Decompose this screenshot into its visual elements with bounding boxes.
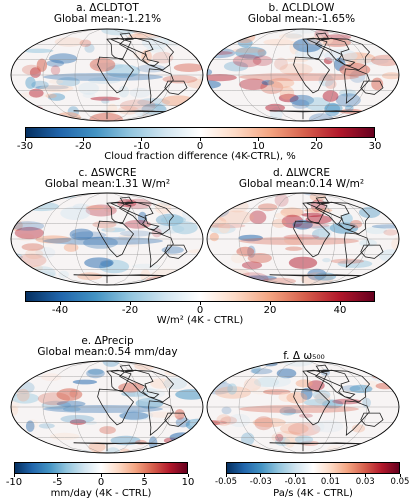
- colorbar-cre-tick: 20: [263, 305, 277, 316]
- map-panel-d: [206, 192, 400, 286]
- panel-b-mean: Global mean:-1.65%: [247, 13, 356, 25]
- panel-e-name: e. ΔPrecip: [81, 335, 134, 347]
- colorbar-precip-tick: 0: [97, 477, 105, 488]
- colorbar-omega: [226, 462, 400, 474]
- panel-c-title: c. ΔSWCRE Global mean:1.31 W/m²: [20, 168, 195, 190]
- colorbar-omega-tickmark: [364, 474, 366, 477]
- colorbar-cloud-tick: -10: [133, 141, 150, 152]
- panel-e-mean: Global mean:0.54 mm/day: [37, 346, 178, 358]
- colorbar-precip-tickmark: [13, 474, 15, 477]
- map-panel-b: [206, 28, 400, 122]
- panel-b-name: b. ΔCLDLOW: [268, 2, 335, 14]
- colorbar-cloud-tickmark: [257, 138, 259, 141]
- colorbar-precip-tick: -10: [5, 477, 23, 488]
- colorbar-omega-tickmark: [225, 474, 227, 477]
- colorbar-cloud-tick: 20: [310, 141, 324, 152]
- colorbar-cloud-tick: 0: [196, 141, 204, 152]
- colorbar-precip: [14, 462, 188, 474]
- panel-b-title: b. ΔCLDLOW Global mean:-1.65%: [214, 3, 389, 25]
- colorbar-cloud: [25, 127, 375, 138]
- colorbar-omega-tick: 0.01: [320, 477, 340, 487]
- colorbar-omega-tick: 0.05: [390, 477, 410, 487]
- colorbar-cre-tickmark: [269, 302, 271, 305]
- panel-c-name: c. ΔSWCRE: [78, 167, 137, 179]
- colorbar-omega-tick: -0.01: [284, 477, 307, 487]
- panel-a-name: a. ΔCLDTOT: [76, 2, 139, 14]
- colorbar-cre-label: W/m² (4K - CTRL): [156, 315, 244, 326]
- colorbar-cre-tick: -40: [51, 305, 69, 316]
- colorbar-precip-tick: 10: [181, 477, 195, 488]
- colorbar-cloud-tick: -30: [16, 141, 34, 152]
- colorbar-cre-tickmark: [339, 302, 341, 305]
- colorbar-cloud-tick: 10: [251, 141, 265, 152]
- colorbar-omega-tickmark: [260, 474, 262, 477]
- colorbar-cloud-tickmark: [374, 138, 376, 141]
- colorbar-omega-tick: 0.03: [355, 477, 375, 487]
- colorbar-precip-tick: 5: [141, 477, 148, 488]
- colorbar-cloud-tickmark: [82, 138, 84, 141]
- colorbar-precip-tickmark: [187, 474, 189, 477]
- panel-d-name: d. ΔLWCRE: [272, 167, 331, 179]
- panel-f-title: f. Δ ω₅₀₀: [214, 351, 394, 362]
- colorbar-omega-tickmark: [329, 474, 331, 477]
- colorbar-precip-tickmark: [144, 474, 145, 477]
- colorbar-cloud-tick: -20: [75, 141, 92, 152]
- map-panel-e: [10, 360, 204, 454]
- map-panel-f: [206, 360, 400, 454]
- panel-a-title: a. ΔCLDTOT Global mean:-1.21%: [20, 3, 195, 25]
- colorbar-cloud-tickmark: [24, 138, 26, 141]
- panel-c-mean: Global mean:1.31 W/m²: [44, 178, 171, 190]
- panel-d-mean: Global mean:0.14 W/m²: [238, 178, 365, 190]
- panel-f-name: f. Δ ω₅₀₀: [283, 350, 325, 362]
- panel-d-title: d. ΔLWCRE Global mean:0.14 W/m²: [214, 168, 389, 190]
- colorbar-cre-tickmark: [59, 302, 61, 305]
- colorbar-cloud-tickmark: [141, 138, 143, 141]
- colorbar-omega-tickmark: [295, 474, 297, 477]
- colorbar-cloud-tick: 30: [368, 141, 382, 152]
- colorbar-omega-tick: -0.05: [215, 477, 237, 487]
- colorbar-precip-tick: -5: [52, 477, 63, 488]
- colorbar-cre-tick: -20: [121, 305, 139, 316]
- map-panel-c: [10, 192, 204, 286]
- panel-a-mean: Global mean:-1.21%: [53, 13, 162, 25]
- colorbar-omega-tickmark: [399, 474, 401, 477]
- panel-e-title: e. ΔPrecip Global mean:0.54 mm/day: [20, 336, 195, 358]
- colorbar-cre: [25, 291, 375, 302]
- colorbar-cre-tick: 40: [333, 305, 347, 316]
- colorbar-precip-label: mm/day (4K - CTRL): [50, 488, 152, 499]
- colorbar-cre-tick: 0: [196, 305, 204, 316]
- colorbar-cloud-tickmark: [316, 138, 318, 141]
- map-panel-a: [10, 28, 204, 122]
- colorbar-cre-tickmark: [199, 302, 201, 305]
- colorbar-precip-tickmark: [100, 474, 102, 477]
- colorbar-precip-tickmark: [57, 474, 58, 477]
- colorbar-omega-label: Pa/s (4K - CTRL): [273, 488, 353, 499]
- colorbar-cloud-label: Cloud fraction difference (4K-CTRL), %: [104, 151, 296, 162]
- colorbar-cre-tickmark: [129, 302, 131, 305]
- colorbar-cloud-tickmark: [199, 138, 201, 141]
- colorbar-omega-tick: -0.03: [249, 477, 272, 487]
